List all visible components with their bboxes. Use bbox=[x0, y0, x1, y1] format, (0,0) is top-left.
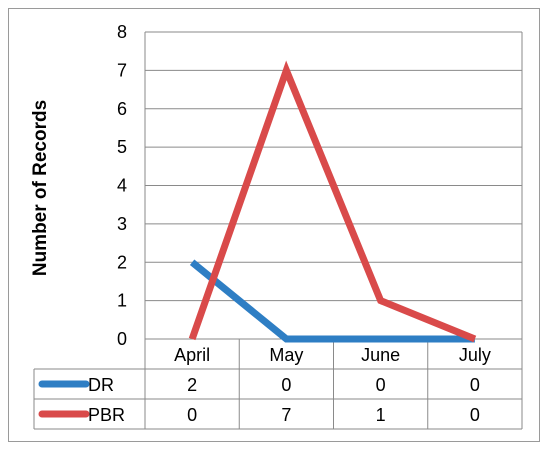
table-value-dr: 0 bbox=[376, 375, 386, 395]
y-tick-labels: 0 1 2 3 4 5 6 7 8 bbox=[117, 22, 127, 349]
series-line-dr bbox=[189, 259, 475, 343]
y-tick-label: 0 bbox=[117, 329, 127, 349]
chart-frame bbox=[8, 8, 540, 442]
y-tick-label: 8 bbox=[117, 22, 127, 42]
y-tick-label: 2 bbox=[117, 252, 127, 272]
y-tick-label: 5 bbox=[117, 137, 127, 157]
y-tick-label: 4 bbox=[117, 176, 127, 196]
table-value-pbr: 7 bbox=[281, 405, 291, 425]
y-tick-label: 1 bbox=[117, 291, 127, 311]
data-table: April May June July DR 2 0 0 0 PBR 0 7 1 0 bbox=[33, 339, 523, 430]
y-axis-label: Number of Records bbox=[30, 100, 51, 276]
y-tick-label: 3 bbox=[117, 214, 127, 234]
table-value-pbr: 0 bbox=[187, 405, 197, 425]
table-value-pbr: 1 bbox=[376, 405, 386, 425]
legend-label-dr: DR bbox=[88, 375, 114, 395]
table-value-dr: 0 bbox=[470, 375, 480, 395]
legend-label-pbr: PBR bbox=[88, 405, 125, 425]
x-category-label: July bbox=[459, 345, 491, 365]
table-value-dr: 2 bbox=[187, 375, 197, 395]
x-category-label: June bbox=[361, 345, 400, 365]
series-line-pbr bbox=[188, 60, 477, 343]
series-lines bbox=[188, 60, 477, 343]
table-value-dr: 0 bbox=[281, 375, 291, 395]
table-value-pbr: 0 bbox=[470, 405, 480, 425]
y-tick-label: 7 bbox=[117, 60, 127, 80]
x-category-label: May bbox=[269, 345, 303, 365]
y-tick-label: 6 bbox=[117, 99, 127, 119]
x-category-label: April bbox=[174, 345, 210, 365]
